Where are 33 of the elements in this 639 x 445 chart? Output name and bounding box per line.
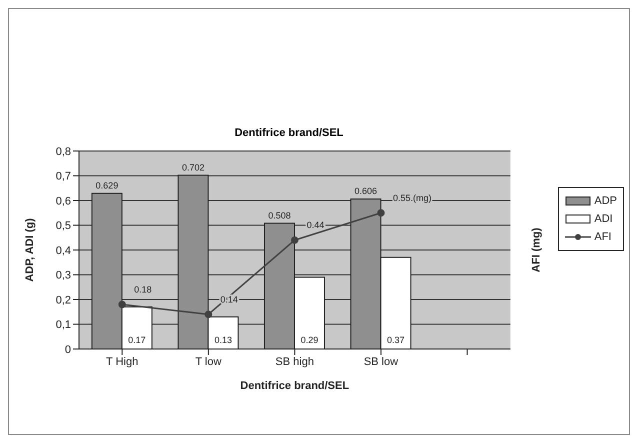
data-label: 0.17 xyxy=(128,335,146,345)
y-tick-label: 0,1 xyxy=(56,319,71,332)
x-tick-label: T low xyxy=(195,356,222,368)
legend-label: ADP xyxy=(594,195,617,207)
data-label: 0.13 xyxy=(214,335,232,345)
data-label: 0.606 xyxy=(354,186,378,196)
data-label: 0.29 xyxy=(300,335,318,345)
data-label: 0.629 xyxy=(96,180,118,190)
data-label: 0.702 xyxy=(182,162,204,172)
y-tick-label: 0,8 xyxy=(56,146,71,158)
x-tick-label: T High xyxy=(106,356,138,368)
y-axis-title: ADP, ADI (g) xyxy=(24,218,36,282)
y-tick-label: 0,5 xyxy=(56,220,71,232)
x-tick-label: SB high xyxy=(275,356,314,368)
point xyxy=(290,236,298,244)
y-tick-label: 0,2 xyxy=(56,294,71,306)
x-tick-label: SB low xyxy=(364,356,398,368)
y-tick-label: 0,3 xyxy=(56,270,71,282)
y-tick-label: 0,4 xyxy=(56,244,71,257)
y-tick-label: 0,6 xyxy=(56,195,71,208)
legend-label: AFI xyxy=(594,231,612,243)
point xyxy=(118,300,126,308)
point xyxy=(204,310,212,318)
y-tick-label: 0,7 xyxy=(56,170,71,183)
x-axis-title: Dentifrice brand/SEL xyxy=(240,380,350,392)
y2-axis-title: AFI (mg) xyxy=(530,227,542,272)
data-label: 0.37 xyxy=(387,335,405,345)
data-label: 0.18 xyxy=(134,284,152,294)
data-label: 0.508 xyxy=(268,210,291,220)
point xyxy=(377,209,385,217)
y-tick-label: 0 xyxy=(64,344,71,356)
legend-label: ADI xyxy=(594,213,613,225)
chart-title: Dentifrice brand/SEL xyxy=(234,127,344,139)
